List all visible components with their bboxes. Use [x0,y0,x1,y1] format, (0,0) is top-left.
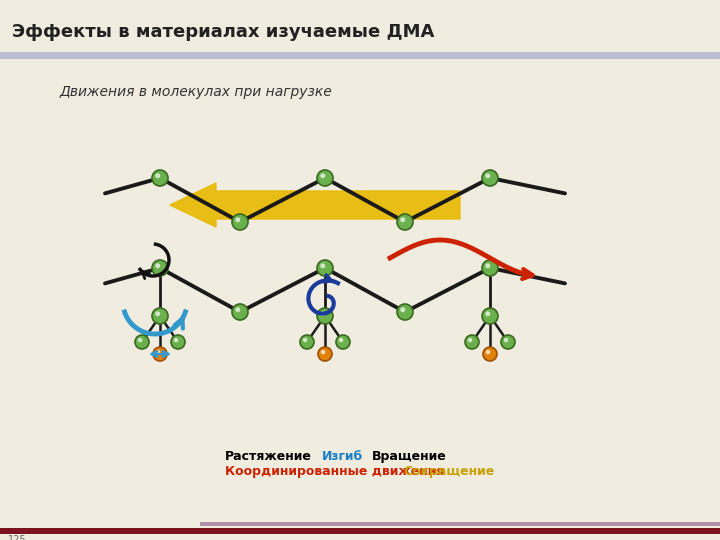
Circle shape [487,350,490,354]
Circle shape [152,308,168,324]
Circle shape [501,335,515,349]
Circle shape [397,304,413,320]
Circle shape [401,308,405,312]
Circle shape [321,350,325,354]
Circle shape [321,312,325,315]
Text: Изгиб: Изгиб [322,450,364,463]
Circle shape [318,347,332,361]
Circle shape [156,174,160,178]
Text: Вращение: Вращение [372,450,446,463]
Circle shape [482,260,498,276]
Bar [200,522,720,526]
Circle shape [482,170,498,186]
Circle shape [156,350,160,354]
Circle shape [397,214,413,230]
Bar [0,52,720,59]
Circle shape [171,335,185,349]
Circle shape [153,347,167,361]
Circle shape [339,339,343,342]
Circle shape [401,218,405,221]
Text: Сокращение: Сокращение [403,465,494,478]
FancyArrow shape [170,183,460,227]
Circle shape [465,335,479,349]
Circle shape [236,308,240,312]
Circle shape [174,339,178,342]
Circle shape [232,304,248,320]
Circle shape [236,218,240,221]
Circle shape [505,339,508,342]
Circle shape [469,339,472,342]
Text: 125: 125 [8,535,27,540]
Text: Координированные движения: Координированные движения [225,465,444,478]
Circle shape [156,312,160,315]
Circle shape [135,335,149,349]
Circle shape [303,339,307,342]
Text: Движения в молекулах при нагрузке: Движения в молекулах при нагрузке [60,85,333,99]
Text: Растяжение: Растяжение [225,450,312,463]
Circle shape [336,335,350,349]
Circle shape [232,214,248,230]
Circle shape [321,174,325,178]
Circle shape [152,170,168,186]
Circle shape [483,347,497,361]
Circle shape [486,264,490,268]
Circle shape [317,308,333,324]
Circle shape [482,308,498,324]
Circle shape [486,174,490,178]
Circle shape [138,339,142,342]
Circle shape [486,312,490,315]
Bar [0,528,720,534]
Circle shape [317,170,333,186]
Circle shape [321,264,325,268]
Circle shape [300,335,314,349]
Circle shape [156,264,160,268]
Circle shape [317,260,333,276]
Text: Эффекты в материалах изучаемые ДМА: Эффекты в материалах изучаемые ДМА [12,23,434,41]
Circle shape [152,260,168,276]
